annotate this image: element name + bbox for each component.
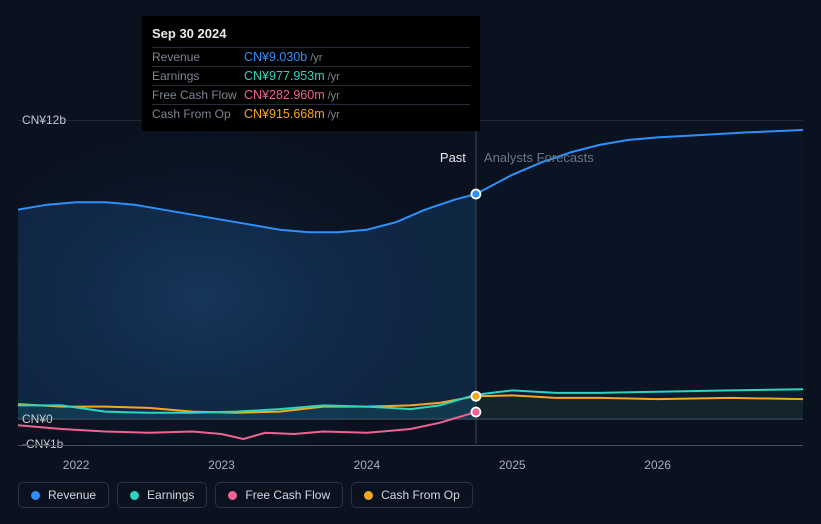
x-axis-label: 2026	[644, 458, 671, 472]
tooltip-date: Sep 30 2024	[152, 22, 470, 48]
tooltip-row-label: Free Cash Flow	[152, 88, 244, 102]
tooltip-row-label: Earnings	[152, 69, 244, 83]
tooltip-row-value: CN¥977.953m	[244, 69, 325, 83]
y-axis-label: -CN¥1b	[22, 437, 63, 451]
legend-item-revenue[interactable]: Revenue	[18, 482, 109, 508]
tooltip-row-value: CN¥9.030b	[244, 50, 307, 64]
legend-dot-icon	[364, 491, 373, 500]
legend-dot-icon	[228, 491, 237, 500]
x-axis-label: 2025	[499, 458, 526, 472]
x-axis-label: 2024	[354, 458, 381, 472]
legend-label: Cash From Op	[381, 488, 460, 502]
tooltip-row-unit: /yr	[310, 52, 322, 64]
legend-label: Earnings	[147, 488, 194, 502]
tooltip-row-unit: /yr	[328, 109, 340, 121]
chart-plot	[18, 120, 803, 444]
tooltip-row-unit: /yr	[328, 71, 340, 83]
tooltip-row: Free Cash FlowCN¥282.960m/yr	[152, 86, 470, 105]
legend-label: Revenue	[48, 488, 96, 502]
tooltip-row: EarningsCN¥977.953m/yr	[152, 67, 470, 86]
x-axis-label: 2023	[208, 458, 235, 472]
tooltip-row-label: Cash From Op	[152, 107, 244, 121]
legend-item-cashop[interactable]: Cash From Op	[351, 482, 473, 508]
legend-dot-icon	[130, 491, 139, 500]
y-axis-label: CN¥0	[22, 412, 53, 426]
x-axis-label: 2022	[63, 458, 90, 472]
tooltip-row-value: CN¥282.960m	[244, 88, 325, 102]
legend-item-fcf[interactable]: Free Cash Flow	[215, 482, 343, 508]
tooltip-row-unit: /yr	[328, 90, 340, 102]
section-label-past: Past	[440, 150, 466, 165]
tooltip-row-label: Revenue	[152, 50, 244, 64]
tooltip-row-value: CN¥915.668m	[244, 107, 325, 121]
legend: Revenue Earnings Free Cash Flow Cash From O…	[18, 482, 473, 508]
legend-dot-icon	[31, 491, 40, 500]
legend-label: Free Cash Flow	[245, 488, 330, 502]
legend-item-earnings[interactable]: Earnings	[117, 482, 207, 508]
tooltip-row: Cash From OpCN¥915.668m/yr	[152, 105, 470, 123]
section-label-forecast: Analysts Forecasts	[484, 150, 594, 165]
tooltip-row: RevenueCN¥9.030b/yr	[152, 48, 470, 67]
tooltip-panel: Sep 30 2024 RevenueCN¥9.030b/yrEarningsC…	[142, 16, 480, 131]
